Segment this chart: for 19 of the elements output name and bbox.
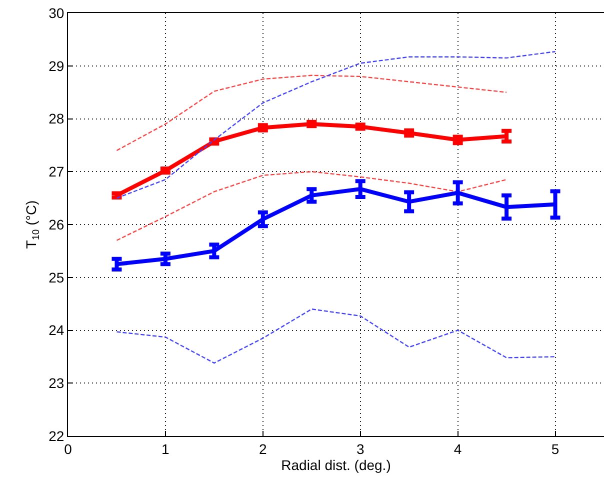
y-tick-label: 22 [48, 428, 64, 444]
line-series [116, 74, 508, 152]
x-tick-label: 2 [259, 440, 268, 457]
x-tick-label: 4 [454, 440, 462, 457]
x-tick-label: 3 [356, 440, 364, 457]
y-tick-label: 28 [48, 110, 64, 127]
x-tick-label: 5 [551, 440, 560, 457]
y-tick-label: 27 [48, 164, 64, 180]
y-tick-label: 30 [48, 4, 64, 21]
x-tick-label: 1 [162, 440, 170, 457]
x-tick-label: 0 [64, 440, 72, 457]
y-tick-label: 25 [48, 269, 64, 286]
line-series [116, 171, 508, 241]
y-tick-label: 23 [48, 375, 64, 392]
y-tick-label: 26 [48, 216, 64, 232]
line-series [116, 308, 556, 364]
y-tick-label: 29 [48, 58, 64, 74]
x-axis-title: Radial dist. (deg.) [281, 457, 391, 474]
y-tick-label: 24 [48, 322, 64, 338]
